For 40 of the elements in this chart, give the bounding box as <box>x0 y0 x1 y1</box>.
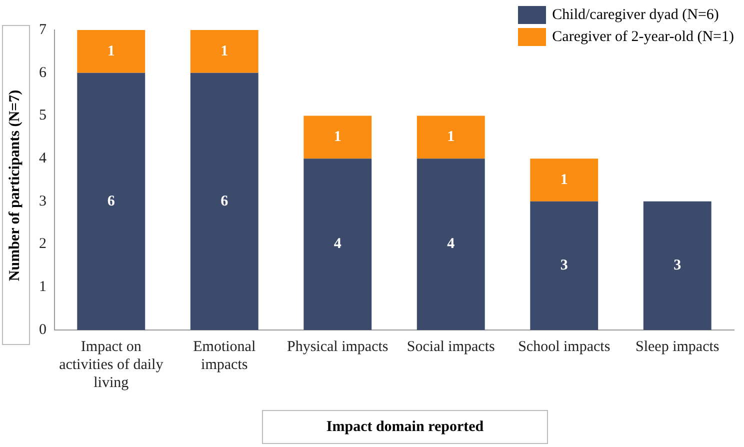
data-label: 3 <box>560 258 568 274</box>
x-tick-label: Emotional impacts <box>193 338 256 373</box>
data-label: 1 <box>107 43 115 60</box>
y-tick-label: 6 <box>39 64 47 81</box>
y-tick-label: 7 <box>39 22 47 38</box>
x-tick-label: School impacts <box>518 338 610 355</box>
bar <box>77 72 146 330</box>
data-label: 6 <box>220 193 229 210</box>
bar <box>416 116 485 159</box>
data-label: 4 <box>334 236 342 252</box>
y-tick-label: 0 <box>39 322 46 338</box>
legend-label: Child/caregiver dyad (N=6) <box>552 6 719 24</box>
y-tick-label: 4 <box>39 150 47 167</box>
data-label: 1 <box>334 129 342 146</box>
x-tick-label: Social impacts <box>406 338 495 355</box>
bar <box>304 158 372 330</box>
bar <box>530 158 598 202</box>
y-tick-label: 5 <box>39 108 46 124</box>
bar <box>643 201 712 330</box>
data-label: 1 <box>220 43 228 60</box>
bar <box>530 201 598 330</box>
x-axis-title: Impact domain reported <box>262 410 548 444</box>
data-label: 1 <box>447 129 455 146</box>
data-label: 6 <box>107 193 116 210</box>
y-tick-label: 3 <box>39 193 46 210</box>
bar <box>190 72 258 330</box>
y-axis-title: Number of participants (N=7) <box>8 89 24 281</box>
legend-label: Caregiver of 2-year-old (N=1) <box>552 28 734 46</box>
data-label: 4 <box>447 236 456 252</box>
bar <box>416 158 485 330</box>
data-label: 3 <box>674 258 682 274</box>
bar <box>190 30 258 73</box>
x-tick-label: Physical impacts <box>287 338 388 355</box>
x-tick-label: Impact on activities of daily living <box>59 338 164 391</box>
x-tick-label: Sleep impacts <box>636 338 720 355</box>
y-tick-label: 2 <box>39 236 46 252</box>
y-tick-label: 1 <box>39 279 46 296</box>
data-label: 1 <box>560 172 568 188</box>
bar <box>304 116 372 159</box>
bar <box>77 30 146 73</box>
